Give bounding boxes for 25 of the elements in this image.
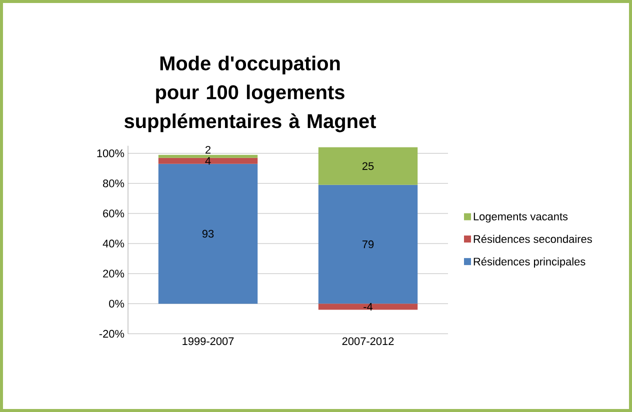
bar (318, 304, 418, 310)
bar (318, 184, 418, 304)
legend-label: Logements vacants (474, 212, 568, 223)
y-tick-label: 100% (97, 149, 124, 158)
chart-title: Mode d'occupation pour 100 logements supplémentaires à Magnet (124, 56, 376, 132)
data-label: 2 (206, 146, 211, 154)
bar (318, 147, 418, 185)
y-tick-label: -20% (99, 330, 124, 338)
data-label: 79 (362, 240, 374, 248)
bar (158, 158, 258, 164)
y-tick-label: 40% (102, 240, 124, 248)
data-label: -4 (364, 302, 373, 310)
data-label: 93 (202, 230, 214, 238)
bar (158, 154, 258, 158)
y-tick-label: 60% (103, 210, 124, 218)
y-tick-label: 0% (109, 300, 124, 308)
legend-label: Résidences secondaires (474, 234, 592, 243)
data-label: 25 (362, 162, 374, 170)
y-tick-label: 20% (103, 270, 124, 278)
bar (158, 164, 258, 304)
legend-label: Résidences principales (474, 257, 586, 268)
x-tick-label: 2007-2012 (342, 337, 394, 346)
data-label: 4 (205, 157, 211, 165)
y-tick-label: 80% (103, 180, 124, 188)
x-tick-label: 1999-2007 (182, 337, 234, 346)
